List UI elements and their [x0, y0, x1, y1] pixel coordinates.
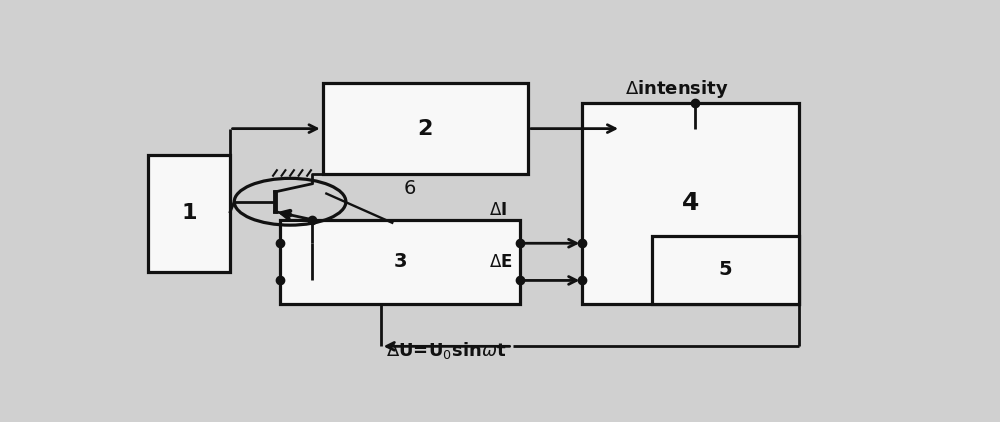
Text: 1: 1 — [181, 203, 197, 223]
Bar — [323, 83, 528, 174]
Text: 5: 5 — [719, 260, 732, 279]
Text: $\Delta$I: $\Delta$I — [489, 201, 507, 219]
Text: 3: 3 — [393, 252, 407, 271]
Bar — [582, 103, 799, 304]
Text: $\Delta$intensity: $\Delta$intensity — [625, 78, 729, 100]
Bar — [652, 236, 799, 304]
Text: 4: 4 — [682, 191, 699, 215]
Text: $\Delta$U=U$_0$sin$\omega$t: $\Delta$U=U$_0$sin$\omega$t — [386, 340, 507, 361]
Bar — [280, 219, 520, 304]
Text: 2: 2 — [418, 119, 433, 138]
Bar — [148, 154, 230, 272]
Text: $\Delta$E: $\Delta$E — [489, 253, 513, 271]
Text: 6: 6 — [404, 179, 416, 197]
